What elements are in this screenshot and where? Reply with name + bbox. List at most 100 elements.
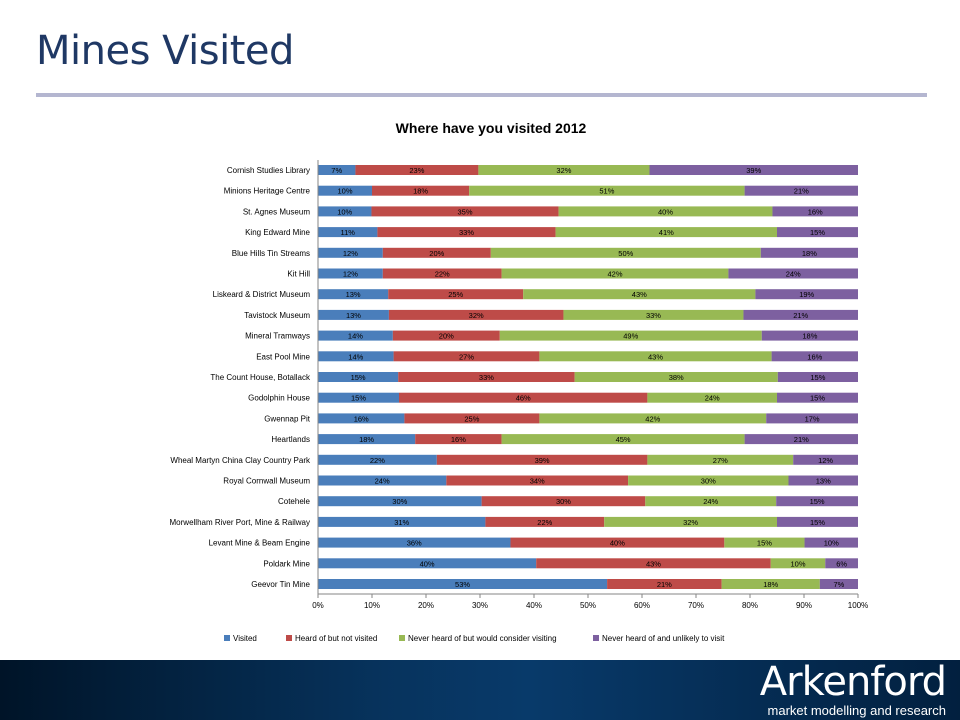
bar-segment-never-heard-of-but-would-consider-visiting-blue-hills-tin-streams <box>490 247 761 258</box>
data-label: 16% <box>808 207 823 216</box>
bar-segment-visited-blue-hills-tin-streams <box>318 247 383 258</box>
data-label: 40% <box>610 539 625 548</box>
legend-label-never-heard-of-but-would-consider-visiting: Never heard of but would consider visiti… <box>408 634 557 643</box>
bar-segment-heard-of-but-not-visited-king-edward-mine <box>377 227 556 238</box>
bar-segment-never-heard-of-but-would-consider-visiting-the-count-house-botallack <box>574 372 778 382</box>
data-label: 24% <box>375 477 390 486</box>
x-tick-label: 50% <box>580 601 596 610</box>
bar-segment-never-heard-of-and-unlikely-to-visit-blue-hills-tin-streams <box>760 247 858 258</box>
data-label: 15% <box>810 394 825 403</box>
data-label: 6% <box>836 559 847 568</box>
data-label: 49% <box>623 332 638 341</box>
category-label-heartlands: Heartlands <box>271 435 310 444</box>
x-tick-label: 20% <box>418 601 434 610</box>
data-label: 16% <box>807 352 822 361</box>
data-label: 40% <box>658 207 673 216</box>
bar-segment-never-heard-of-but-would-consider-visiting-cotehele <box>645 496 777 507</box>
brand-logo: Arkenford market modelling and research <box>756 659 947 718</box>
category-label-east-pool-mine: East Pool Mine <box>256 352 310 361</box>
bar-segment-never-heard-of-but-would-consider-visiting-morwellham-river-port-mine-railway <box>604 516 777 527</box>
data-label: 15% <box>810 518 825 527</box>
data-label: 22% <box>537 518 552 527</box>
bar-segment-never-heard-of-and-unlikely-to-visit-king-edward-mine <box>777 227 858 238</box>
title-divider <box>36 93 927 97</box>
data-label: 30% <box>701 477 716 486</box>
bar-segment-visited-tavistock-museum <box>318 309 389 320</box>
chart-area: Where have you visited 2012 7% 23% 32% 39% 1… <box>170 120 869 643</box>
data-label: 35% <box>458 207 473 216</box>
bar-segment-visited-minions-heritage-centre <box>318 185 372 196</box>
bar-segment-never-heard-of-and-unlikely-to-visit-godolphin-house <box>777 392 858 403</box>
data-label: 16% <box>451 435 466 444</box>
data-label: 15% <box>351 394 366 403</box>
x-tick-label: 100% <box>848 601 868 610</box>
bar-segment-visited-heartlands <box>318 434 416 445</box>
bar-segment-never-heard-of-but-would-consider-visiting-minions-heritage-centre <box>469 185 745 196</box>
bar-segment-never-heard-of-but-would-consider-visiting-geevor-tin-mine <box>721 579 820 589</box>
x-tick-label: 70% <box>688 601 704 610</box>
data-label: 7% <box>833 580 844 589</box>
data-label: 24% <box>786 270 801 279</box>
data-label: 10% <box>337 207 352 216</box>
bar-segment-never-heard-of-but-would-consider-visiting-cornish-studies-library <box>478 165 650 175</box>
bar-segment-never-heard-of-and-unlikely-to-visit-royal-cornwall-museum <box>788 475 858 486</box>
data-label: 10% <box>824 539 839 548</box>
bar-segment-heard-of-but-not-visited-tavistock-museum <box>388 309 564 320</box>
data-label: 10% <box>337 187 352 196</box>
category-label-mineral-tramways: Mineral Tramways <box>245 332 310 341</box>
legend-label-never-heard-of-and-unlikely-to-visit: Never heard of and unlikely to visit <box>602 634 725 643</box>
data-label: 38% <box>669 373 684 382</box>
bar-segment-visited-gwennap-pit <box>318 413 405 424</box>
data-label: 53% <box>455 580 470 589</box>
data-label: 42% <box>645 414 660 423</box>
bar-segment-visited-royal-cornwall-museum <box>318 475 447 486</box>
data-label: 33% <box>459 228 474 237</box>
data-label: 33% <box>646 311 661 320</box>
category-label-morwellham-river-port-mine-railway: Morwellham River Port, Mine & Railway <box>170 518 310 527</box>
bar-segment-visited-levant-mine-beam-engine <box>318 537 511 548</box>
bar-segment-heard-of-but-not-visited-cornish-studies-library <box>355 165 479 175</box>
bar-segment-never-heard-of-and-unlikely-to-visit-st-agnes-museum <box>772 206 858 217</box>
legend-swatch-never-heard-of-but-would-consider-visiting <box>399 635 405 641</box>
bar-segment-visited-poldark-mine <box>318 558 537 569</box>
category-label-cotehele: Cotehele <box>278 497 311 506</box>
x-tick-label: 0% <box>312 601 324 610</box>
data-label: 42% <box>607 270 622 279</box>
stacked-bar-chart: Where have you visited 2012 7% 23% 32% 39% 1… <box>170 120 869 643</box>
data-label: 27% <box>713 456 728 465</box>
category-label-gwennap-pit: Gwennap Pit <box>264 414 311 423</box>
category-label-liskeard-district-museum: Liskeard & District Museum <box>213 290 311 299</box>
legend-swatch-never-heard-of-and-unlikely-to-visit <box>593 635 599 641</box>
bar-segment-visited-east-pool-mine <box>318 351 394 362</box>
data-label: 14% <box>348 352 363 361</box>
data-label: 43% <box>632 290 647 299</box>
data-label: 22% <box>435 270 450 279</box>
data-label: 21% <box>793 311 808 320</box>
bar-segment-visited-cornish-studies-library <box>318 165 356 175</box>
data-label: 27% <box>459 352 474 361</box>
x-tick-label: 10% <box>364 601 380 610</box>
data-label: 32% <box>469 311 484 320</box>
data-label: 18% <box>359 435 374 444</box>
data-label: 11% <box>340 228 355 237</box>
bar-segment-never-heard-of-but-would-consider-visiting-royal-cornwall-museum <box>628 475 789 486</box>
data-label: 24% <box>703 497 718 506</box>
data-label: 16% <box>354 414 369 423</box>
bar-segment-never-heard-of-and-unlikely-to-visit-minions-heritage-centre <box>744 185 858 196</box>
bar-segment-heard-of-but-not-visited-geevor-tin-mine <box>607 579 722 589</box>
data-label: 19% <box>799 290 814 299</box>
bar-segment-never-heard-of-and-unlikely-to-visit-cotehele <box>776 496 858 507</box>
bar-segment-never-heard-of-and-unlikely-to-visit-cornish-studies-library <box>649 165 858 175</box>
category-label-royal-cornwall-museum: Royal Cornwall Museum <box>223 477 310 486</box>
bar-segment-visited-king-edward-mine <box>318 227 378 238</box>
bar-segment-never-heard-of-but-would-consider-visiting-godolphin-house <box>647 392 777 403</box>
data-label: 25% <box>464 414 479 423</box>
data-label: 34% <box>530 477 545 486</box>
data-label: 10% <box>790 559 805 568</box>
bar-segment-never-heard-of-and-unlikely-to-visit-poldark-mine <box>825 558 858 569</box>
x-tick-label: 80% <box>742 601 758 610</box>
legend: Visited Heard of but not visited Never hea… <box>224 634 725 643</box>
data-label: 21% <box>657 580 672 589</box>
data-label: 25% <box>448 290 463 299</box>
data-label: 17% <box>805 414 820 423</box>
